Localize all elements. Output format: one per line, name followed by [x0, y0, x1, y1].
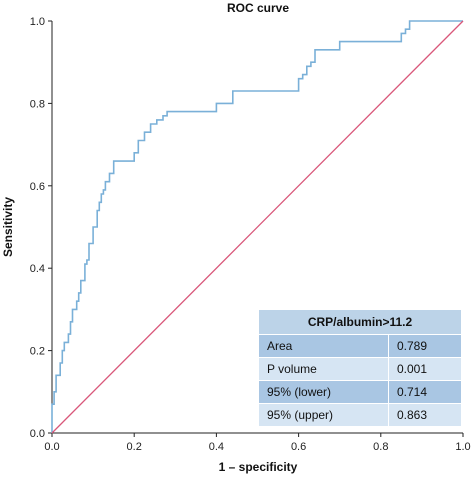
x-tick-label: 0.6: [291, 441, 306, 453]
stat-label: P volume: [258, 357, 389, 381]
stat-value: 0.789: [388, 334, 462, 358]
y-tick-label: 0.0: [30, 428, 45, 440]
stat-value: 0.714: [388, 380, 462, 404]
stat-value: 0.863: [388, 403, 462, 427]
roc-curve-line: [51, 20, 463, 433]
y-axis-title: Sensitivity: [1, 197, 15, 257]
stat-label: Area: [258, 334, 389, 358]
table-row: 95% (upper) 0.863: [258, 403, 462, 427]
x-tick-label: 1.0: [455, 441, 470, 453]
y-tick-label: 0.4: [30, 263, 45, 275]
table-row: Area 0.789: [258, 334, 462, 358]
chart-title: ROC curve: [227, 1, 289, 15]
reference-diagonal-line: [51, 20, 464, 434]
y-tick-label: 0.6: [30, 181, 45, 193]
stat-value: 0.001: [388, 357, 462, 381]
stat-label: 95% (lower): [258, 380, 389, 404]
y-tick-label: 0.2: [30, 346, 45, 358]
x-tick-label: 0.8: [373, 441, 388, 453]
table-row: P volume 0.001: [258, 357, 462, 381]
x-tick-label: 0.0: [44, 441, 59, 453]
stats-table-header: CRP/albumin>11.2: [258, 309, 462, 335]
x-tick-label: 0.2: [127, 441, 142, 453]
table-row: 95% (lower) 0.714: [258, 380, 462, 404]
x-tick-label: 0.4: [209, 441, 224, 453]
stat-label: 95% (upper): [258, 403, 389, 427]
y-tick-label: 0.8: [30, 98, 45, 110]
x-axis-title: 1 – specificity: [219, 460, 298, 474]
y-tick-label: 1.0: [30, 16, 45, 28]
stats-table: CRP/albumin>11.2 Area 0.789 P volume 0.0…: [258, 309, 462, 427]
